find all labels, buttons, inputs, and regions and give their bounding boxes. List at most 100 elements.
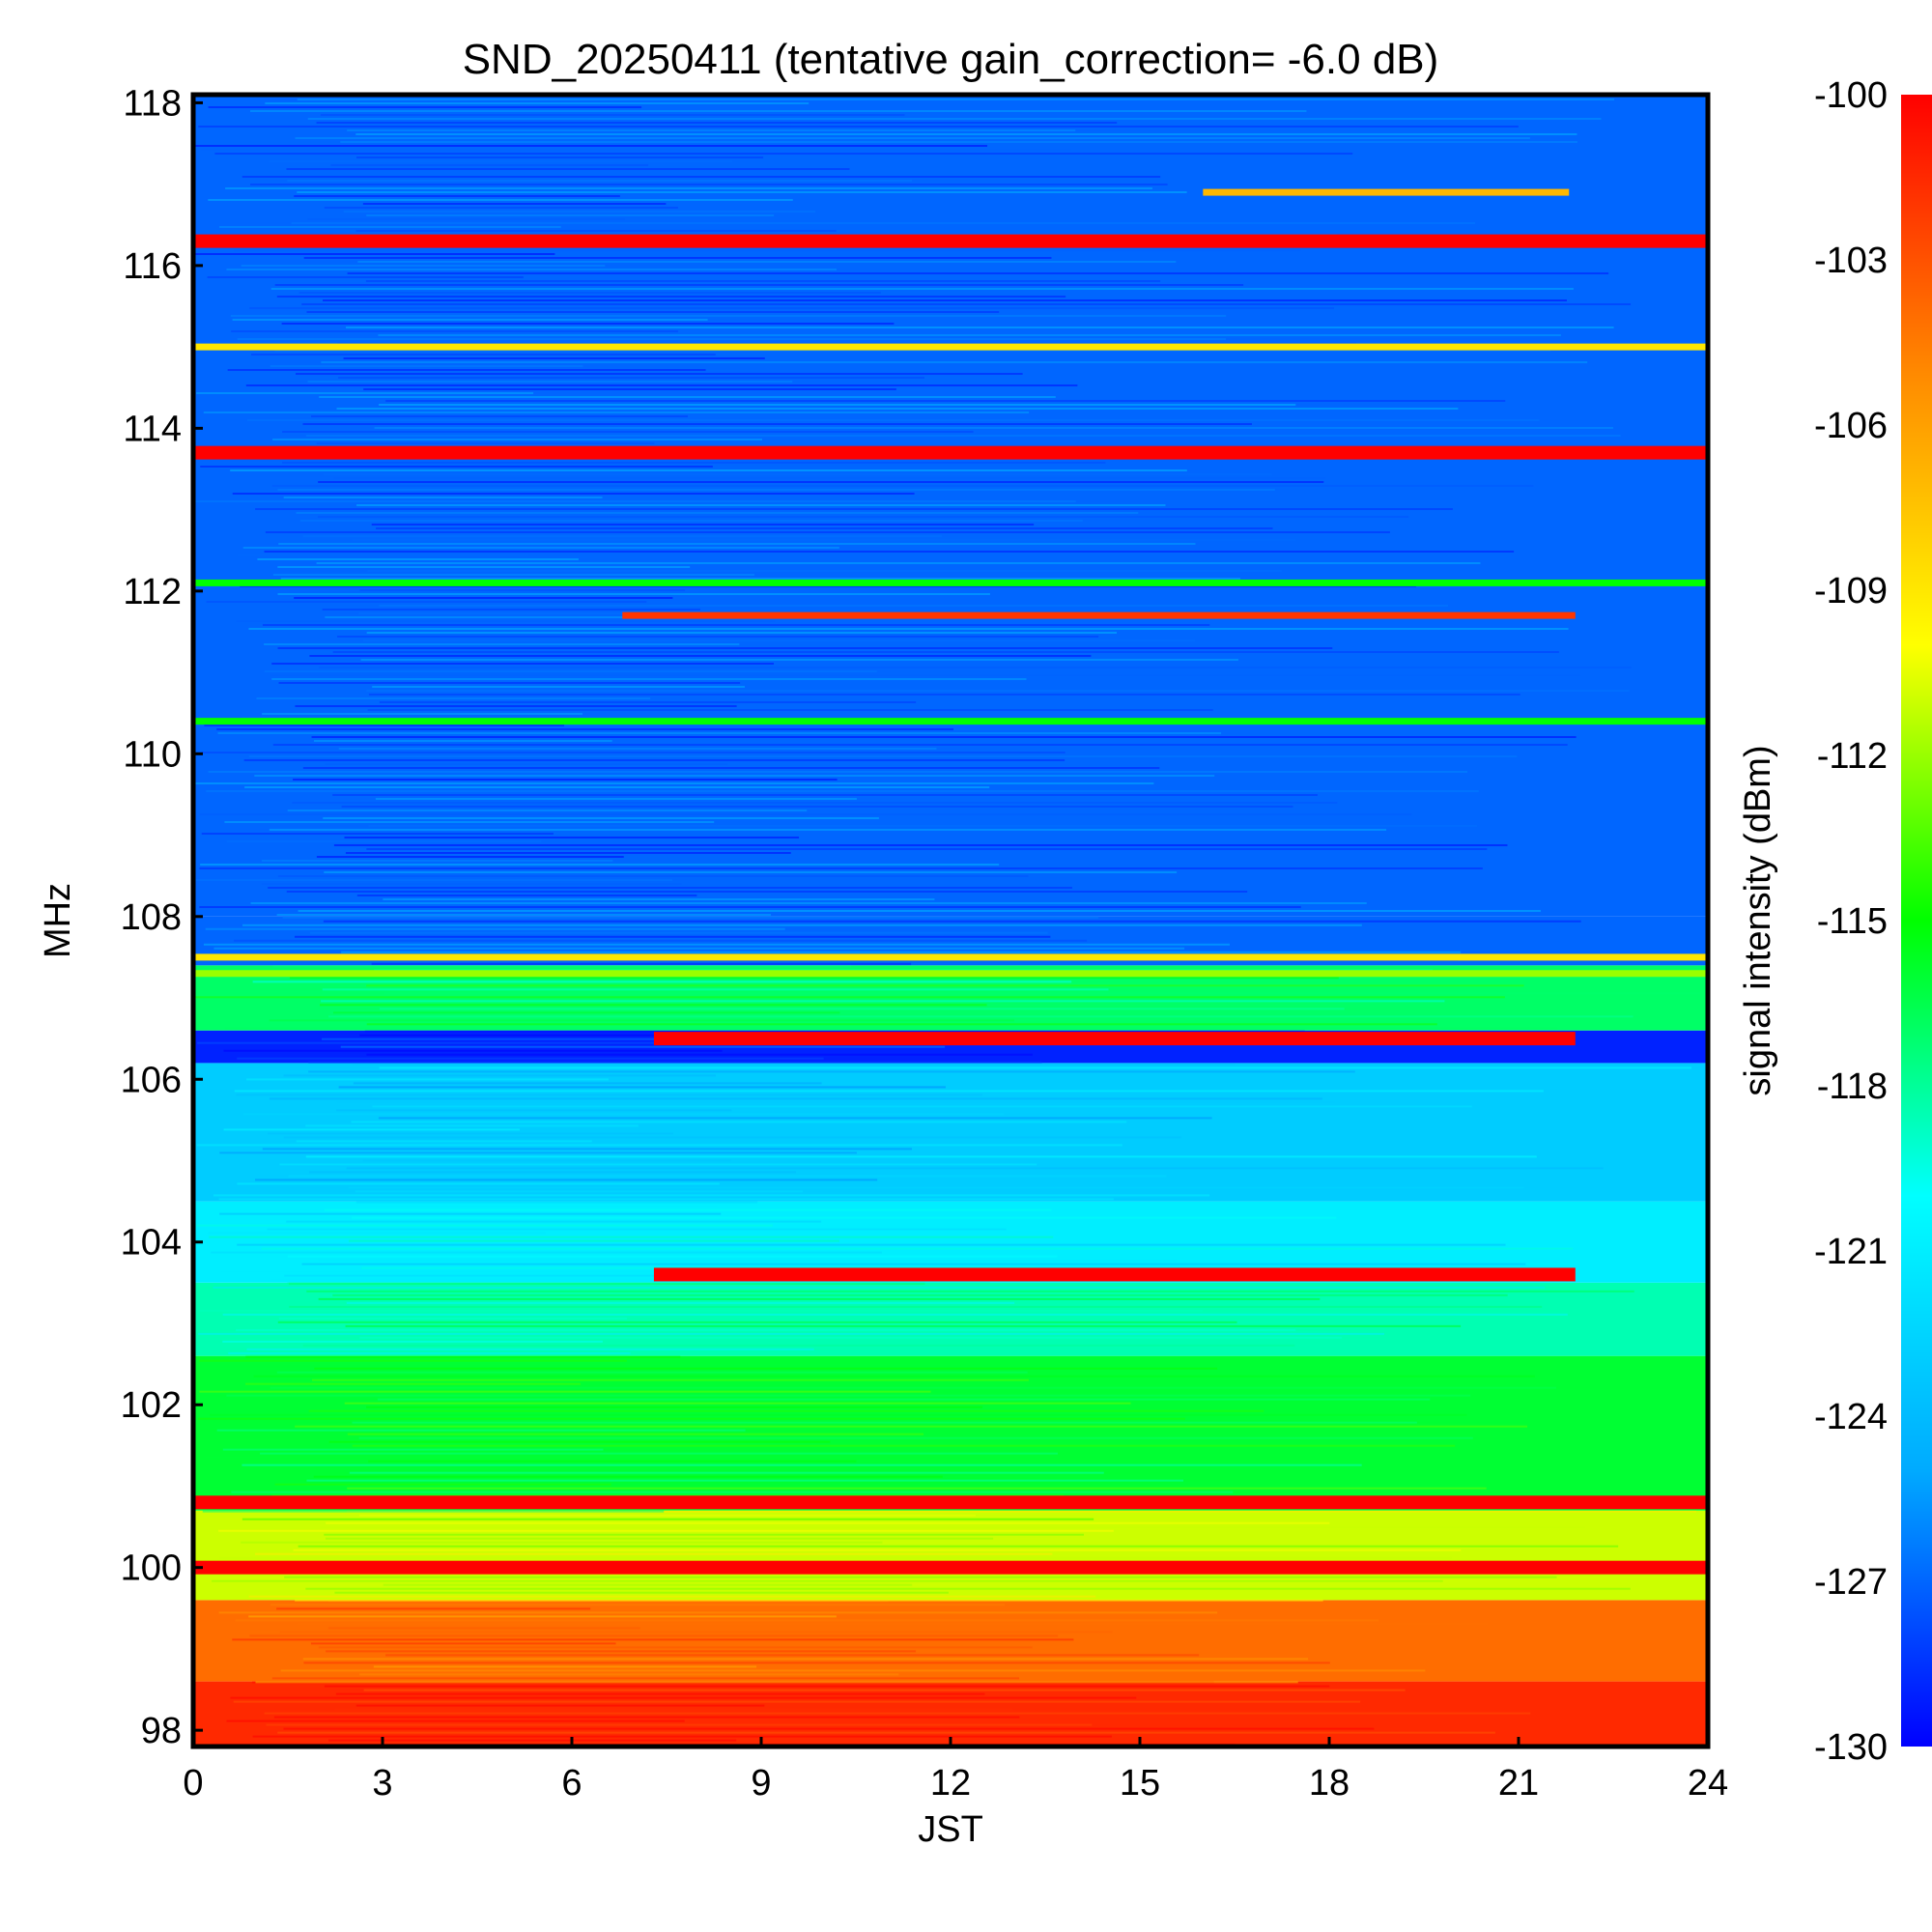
noise-streak bbox=[303, 1662, 1330, 1664]
noise-streak bbox=[296, 512, 1139, 514]
noise-streak bbox=[203, 943, 1230, 946]
noise-streak bbox=[316, 122, 1118, 124]
noise-streak bbox=[202, 752, 1065, 753]
noise-streak bbox=[338, 377, 925, 379]
noise-streak bbox=[205, 1456, 841, 1459]
noise-streak bbox=[337, 342, 1357, 344]
noise-streak bbox=[250, 110, 1307, 112]
noise-streak bbox=[366, 1406, 983, 1408]
x-tick-label: 12 bbox=[930, 1763, 971, 1804]
noise-streak bbox=[222, 1313, 1568, 1316]
noise-streak bbox=[248, 1615, 837, 1618]
noise-streak bbox=[332, 1011, 840, 1014]
signal-line bbox=[193, 234, 1708, 248]
noise-streak bbox=[230, 1696, 1137, 1699]
x-axis-ticks: 0 3 6 9 12 15 18 21 24 bbox=[183, 1737, 1728, 1804]
signal-line bbox=[653, 1032, 1576, 1046]
noise-streak bbox=[226, 1394, 1471, 1397]
noise-streak bbox=[257, 558, 579, 560]
noise-streak bbox=[241, 265, 606, 267]
noise-streak bbox=[237, 554, 529, 556]
noise-streak bbox=[213, 947, 1185, 950]
noise-streak bbox=[301, 1263, 1526, 1265]
noise-streak bbox=[348, 1239, 839, 1242]
noise-streak bbox=[223, 1128, 520, 1131]
noise-streak bbox=[324, 871, 1178, 873]
noise-streak bbox=[272, 574, 754, 576]
noise-streak bbox=[270, 1386, 1556, 1389]
noise-streak bbox=[349, 1471, 1104, 1474]
noise-streak bbox=[226, 840, 542, 842]
noise-streak bbox=[240, 585, 1417, 587]
noise-streak bbox=[274, 1483, 611, 1486]
noise-streak bbox=[365, 280, 1161, 282]
noise-streak bbox=[326, 1537, 994, 1540]
noise-streak bbox=[286, 168, 850, 170]
noise-streak bbox=[298, 1545, 1619, 1548]
noise-streak bbox=[242, 717, 1551, 719]
noise-streak bbox=[267, 1132, 673, 1135]
noise-streak bbox=[355, 1201, 758, 1204]
x-tick-label: 18 bbox=[1309, 1763, 1350, 1804]
noise-streak bbox=[277, 593, 990, 595]
noise-streak bbox=[345, 327, 1614, 328]
noise-streak bbox=[245, 1382, 581, 1385]
noise-streak bbox=[199, 867, 1483, 869]
noise-streak bbox=[355, 230, 837, 232]
noise-streak bbox=[325, 763, 728, 765]
noise-streak bbox=[246, 1078, 609, 1081]
noise-streak bbox=[236, 620, 776, 622]
noise-streak bbox=[276, 1607, 591, 1610]
heatmap-band bbox=[193, 1063, 1708, 1202]
noise-streak bbox=[253, 1375, 1535, 1378]
noise-streak bbox=[295, 705, 737, 707]
noise-streak bbox=[284, 1576, 1557, 1578]
colorbar-ticks: -100 -103 -106 -109 -112 -115 -118 -121 -124 -127… bbox=[1814, 75, 1888, 1768]
noise-streak bbox=[338, 748, 937, 750]
noise-streak bbox=[325, 616, 695, 618]
signal-line bbox=[193, 970, 1708, 978]
noise-streak bbox=[200, 466, 713, 468]
noise-streak bbox=[344, 1402, 1131, 1405]
noise-streak bbox=[298, 910, 1541, 912]
noise-streak bbox=[248, 755, 1518, 757]
noise-streak bbox=[334, 1591, 949, 1594]
noise-streak bbox=[373, 1665, 757, 1668]
noise-streak bbox=[294, 195, 620, 197]
signal-line bbox=[653, 1267, 1576, 1282]
colorbar-tick-label: -115 bbox=[1817, 901, 1888, 942]
noise-streak bbox=[252, 980, 1072, 983]
noise-streak bbox=[208, 106, 642, 108]
noise-streak bbox=[246, 1348, 814, 1350]
noise-streak bbox=[249, 1634, 1059, 1637]
noise-streak bbox=[259, 1452, 1059, 1455]
colorbar-tick-label: -109 bbox=[1814, 571, 1888, 611]
noise-streak bbox=[279, 1163, 1037, 1166]
noise-streak bbox=[299, 520, 1083, 522]
y-tick-label: 118 bbox=[123, 83, 182, 124]
noise-streak bbox=[316, 856, 624, 858]
noise-streak bbox=[270, 1604, 1006, 1606]
x-tick-label: 0 bbox=[183, 1763, 203, 1804]
noise-streak bbox=[213, 1286, 1546, 1289]
noise-streak bbox=[278, 1317, 628, 1320]
noise-streak bbox=[254, 1552, 1053, 1555]
noise-streak bbox=[324, 1685, 1330, 1688]
noise-streak bbox=[270, 365, 583, 367]
noise-streak bbox=[274, 284, 1244, 286]
noise-streak bbox=[378, 404, 1296, 406]
noise-streak bbox=[270, 674, 1580, 676]
noise-streak bbox=[332, 1293, 1508, 1296]
noise-streak bbox=[211, 1251, 882, 1254]
noise-streak bbox=[251, 354, 716, 355]
noise-streak bbox=[307, 118, 1602, 120]
noise-streak bbox=[218, 1198, 1114, 1201]
noise-streak bbox=[360, 659, 1238, 661]
noise-streak bbox=[305, 1155, 1537, 1158]
noise-streak bbox=[346, 1301, 1015, 1304]
noise-streak bbox=[353, 1082, 822, 1085]
noise-streak bbox=[340, 141, 1577, 143]
noise-streak bbox=[242, 923, 1362, 926]
colorbar-tick-label: -118 bbox=[1817, 1066, 1888, 1107]
noise-streak bbox=[368, 694, 1520, 696]
